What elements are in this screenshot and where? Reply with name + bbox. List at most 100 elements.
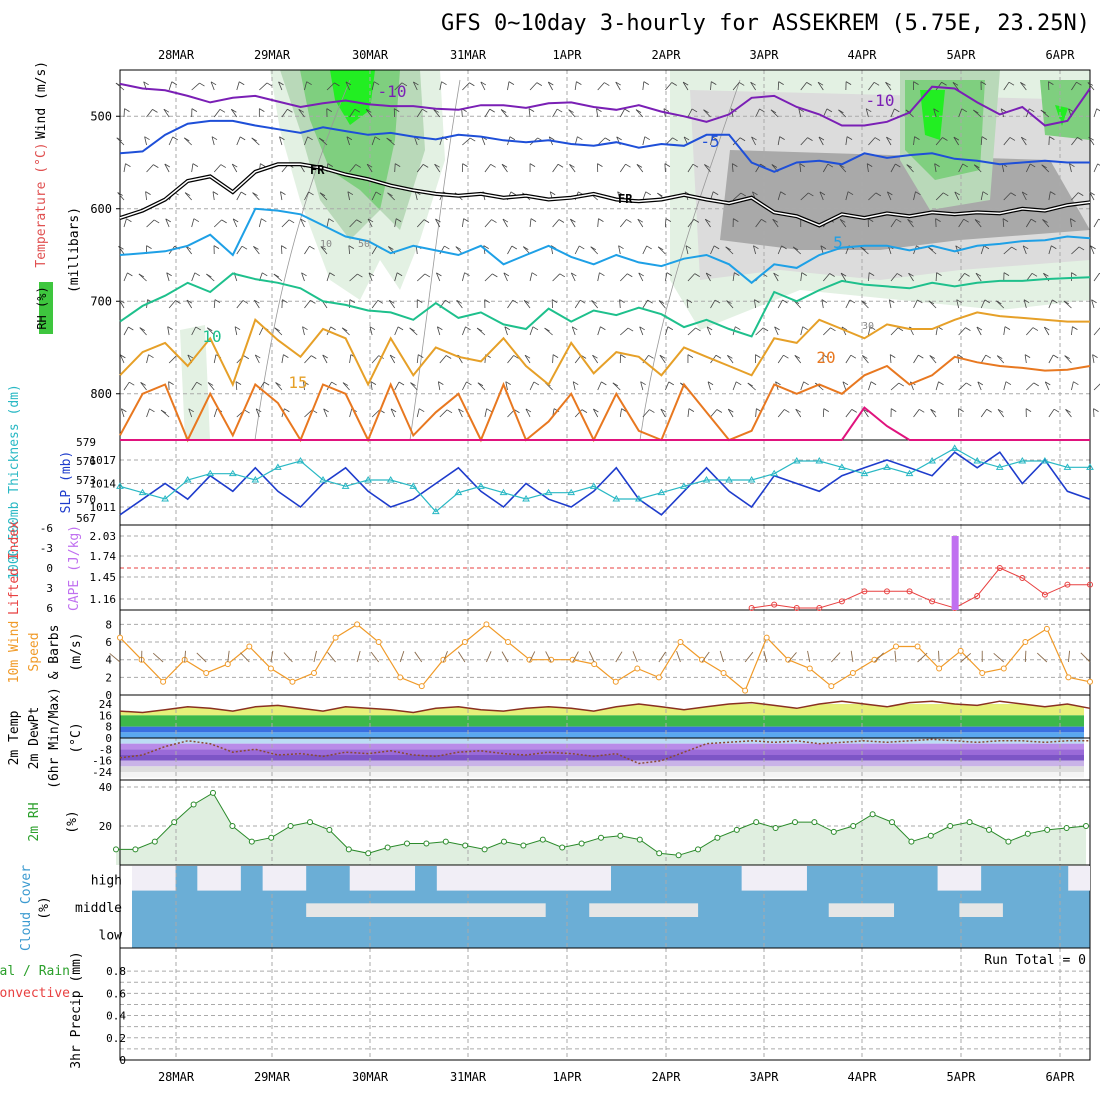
wind-barb-flag (842, 381, 849, 386)
wind-barb (958, 163, 964, 173)
ylabel-2m-unit: (°C) (69, 722, 84, 753)
wind-barb-flag (261, 218, 267, 223)
wind-barb-flag (281, 245, 287, 249)
wind-barb-flag (984, 299, 991, 304)
wind-barb (236, 300, 244, 309)
wind-barb-flag (941, 81, 947, 86)
wind-barb (732, 381, 737, 391)
wind-barb (1071, 326, 1073, 336)
wind-barb (371, 245, 378, 255)
wind-barb (1064, 355, 1072, 364)
wind-barb-flag (782, 299, 788, 304)
wind-barb (1071, 81, 1077, 91)
wind-barb-flag (357, 273, 363, 278)
rh-shading (720, 150, 1090, 250)
thickness-line (119, 447, 1090, 513)
wind-speed-marker (569, 656, 576, 663)
wind-barb-flag (463, 218, 469, 222)
date-label-top: 2APR (652, 48, 682, 62)
wind-barb (213, 164, 222, 173)
wind-barb (935, 137, 943, 146)
wind-barb-flag (895, 163, 901, 168)
date-label-top: 5APR (947, 48, 977, 62)
rh2m-marker (559, 844, 566, 851)
slp-tick-label: 1011 (90, 501, 117, 514)
wind-barb-10m (152, 652, 164, 663)
wind-barb-flag (695, 327, 701, 332)
wind-barb-flag (263, 381, 270, 386)
wind-barb-flag (735, 326, 741, 331)
wind-barb-flag (446, 409, 453, 414)
ylabel-2m-rh-unit: (%) (65, 810, 80, 833)
wind-barb (754, 299, 757, 309)
wind-barb-flag (666, 272, 673, 276)
wind-barb (619, 163, 626, 173)
wind-barb-flag (1070, 218, 1076, 222)
isotherm-line (120, 406, 1090, 441)
wind-barb-flag (557, 163, 564, 168)
wind-barb-flag (818, 136, 825, 141)
wind-barb (236, 191, 242, 201)
wind-barb-flag (906, 164, 912, 168)
wind-barb (980, 354, 987, 364)
wind-barb-flag (740, 192, 747, 197)
wind-barb (347, 191, 350, 201)
wind-barb-flag (1050, 191, 1056, 195)
wind-barb-flag (830, 327, 836, 332)
wind-barb (301, 272, 305, 282)
wind-barb (819, 191, 824, 201)
ylabel-slp: SLP (mb) (59, 451, 74, 514)
wind-barb (123, 326, 129, 336)
wind-barb (890, 273, 898, 282)
slp-tick-label: 1014 (90, 478, 117, 491)
wind-barb (755, 108, 760, 118)
wind-barb (259, 82, 268, 91)
ylabel-wind10m-unit: (m/s) (69, 632, 84, 671)
wind-barb (1093, 327, 1100, 336)
wind-barb (191, 82, 200, 91)
wind-barb-flag (713, 245, 720, 250)
wind-barb (524, 354, 531, 364)
li-marker (906, 588, 913, 595)
wind-barb-flag (438, 381, 444, 385)
wind-speed-marker (720, 669, 727, 676)
wind-barb-flag (334, 82, 340, 87)
ylabel-cloud: Cloud Cover (19, 865, 34, 951)
wind-barb-flag (664, 163, 671, 167)
wind-barb (165, 218, 170, 228)
wind-barb-10m (850, 650, 854, 663)
wind-barb-flag (604, 137, 611, 142)
li-marker (748, 605, 755, 611)
wind-barb-flag (646, 245, 652, 250)
thickness-marker (680, 482, 688, 489)
wind-barb-flag (1052, 299, 1058, 304)
wind-barb (439, 409, 448, 418)
wind-barb (345, 81, 350, 91)
wind-barb (597, 218, 599, 228)
wind-barb (977, 381, 982, 391)
rh2m-marker (229, 823, 236, 829)
wind-barb-flag (531, 272, 538, 277)
rh2m-marker (442, 838, 449, 845)
thickness-marker (634, 495, 643, 502)
wind-speed-marker (612, 678, 619, 685)
wind-barb-flag (199, 82, 205, 87)
wind-barb-flag (934, 163, 940, 167)
wind-barb (477, 382, 486, 391)
wind-barb-flag (476, 327, 483, 332)
wind-barb-flag (615, 81, 621, 86)
temp-tick-label: -24 (92, 766, 112, 779)
wind-barb-flag (660, 408, 667, 413)
wind-barb-flag (549, 191, 556, 196)
wind-barb (410, 382, 418, 391)
wind-barb-flag (253, 246, 259, 250)
wind-speed-marker (117, 634, 123, 641)
wind-barb-10m (676, 650, 681, 663)
wind-barb (416, 219, 425, 228)
wind-barb-flag (648, 354, 654, 359)
temp-2m-line (119, 700, 1091, 714)
wind-barb-flag (799, 163, 805, 167)
wind-barb-flag (917, 299, 923, 304)
wind-barb-flag (795, 408, 801, 413)
wind-barb (212, 191, 215, 201)
